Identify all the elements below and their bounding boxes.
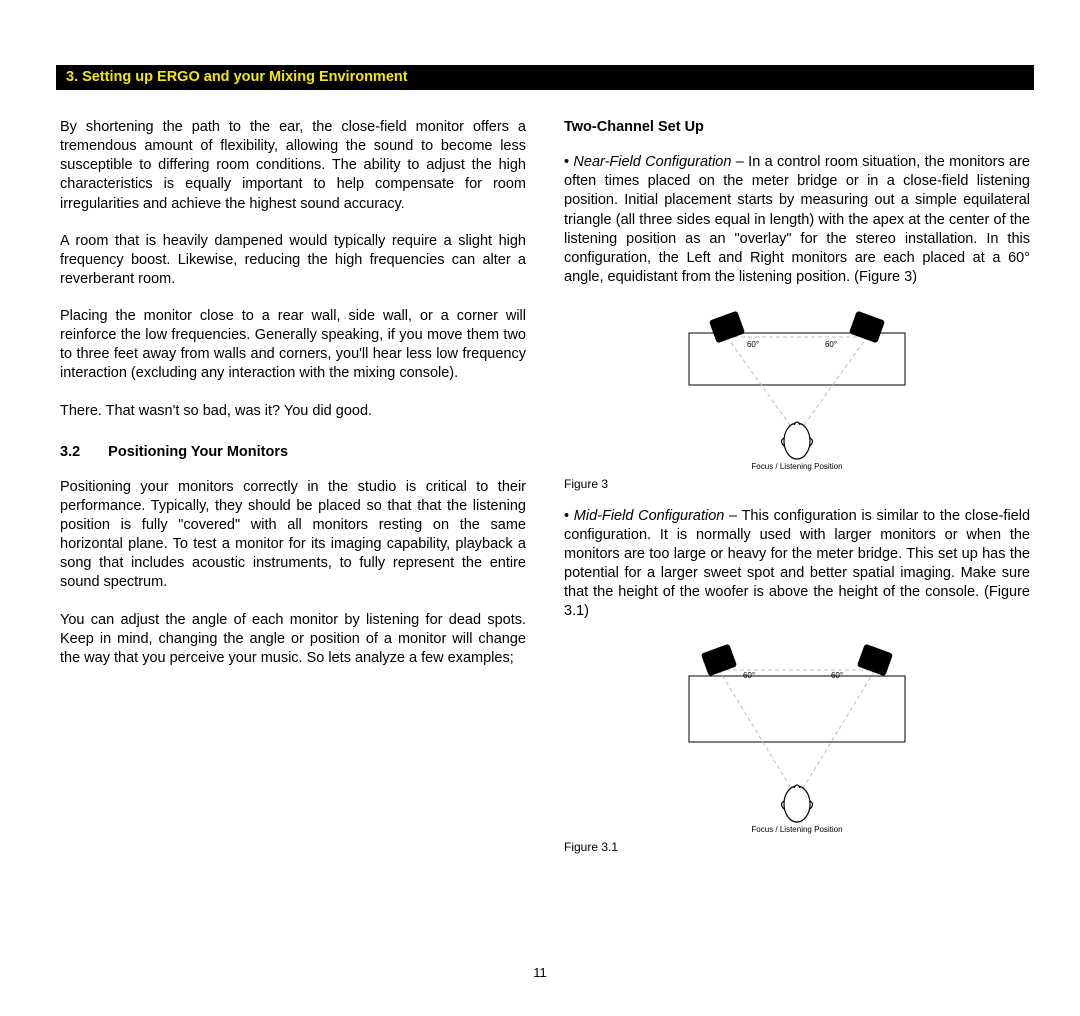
body-paragraph: A room that is heavily dampened would ty…: [60, 232, 526, 289]
left-column: By shortening the path to the ear, the c…: [60, 118, 526, 869]
mid-field-text: – This configuration is similar to the c…: [564, 508, 1030, 620]
mid-field-label: Mid-Field Configuration: [574, 508, 725, 524]
svg-text:60°: 60°: [747, 340, 759, 349]
body-paragraph: Placing the monitor close to a rear wall…: [60, 307, 526, 384]
subsection-title: Positioning Your Monitors: [108, 444, 288, 460]
mid-field-paragraph: • Mid-Field Configuration – This configu…: [564, 507, 1030, 622]
section-header-title: 3. Setting up ERGO and your Mixing Envir…: [66, 69, 408, 85]
svg-text:60°: 60°: [825, 340, 837, 349]
svg-text:Focus / Listening Position: Focus / Listening Position: [751, 462, 842, 471]
svg-text:60°: 60°: [831, 671, 843, 680]
body-paragraph: You can adjust the angle of each monitor…: [60, 611, 526, 668]
page: 3. Setting up ERGO and your Mixing Envir…: [0, 0, 1080, 1016]
figure-3-diagram: 60° 60° Focus / Listening Position: [647, 305, 947, 475]
subsection-heading-3-2: 3.2 Positioning Your Monitors: [60, 443, 526, 462]
body-paragraph: Positioning your monitors correctly in t…: [60, 478, 526, 593]
near-field-paragraph: • Near-Field Configuration – In a contro…: [564, 153, 1030, 287]
figure-3: 60° 60° Focus / Listening Position Figure …: [564, 305, 1030, 493]
figure-3-caption: Figure 3: [564, 477, 1030, 493]
subsection-number: 3.2: [60, 443, 80, 462]
figure-3-1-diagram: 60° 60° Focus / Listening Position: [647, 640, 947, 838]
two-channel-heading: Two-Channel Set Up: [564, 118, 1030, 137]
section-header-bar: 3. Setting up ERGO and your Mixing Envir…: [56, 65, 1034, 90]
svg-text:60°: 60°: [743, 671, 755, 680]
two-column-layout: By shortening the path to the ear, the c…: [60, 118, 1030, 869]
figure-3-1: 60° 60° Focus / Listening Position Figure …: [564, 640, 1030, 856]
figure-3-1-caption: Figure 3.1: [564, 840, 1030, 856]
near-field-text: – In a control room situation, the monit…: [564, 154, 1030, 285]
body-paragraph: By shortening the path to the ear, the c…: [60, 118, 526, 214]
near-field-label: Near-Field Configuration: [573, 154, 731, 170]
body-paragraph: There. That wasn't so bad, was it? You d…: [60, 402, 526, 421]
svg-text:Focus / Listening Position: Focus / Listening Position: [751, 825, 842, 834]
page-number: 11: [0, 965, 1080, 980]
right-column: Two-Channel Set Up • Near-Field Configur…: [564, 118, 1030, 869]
